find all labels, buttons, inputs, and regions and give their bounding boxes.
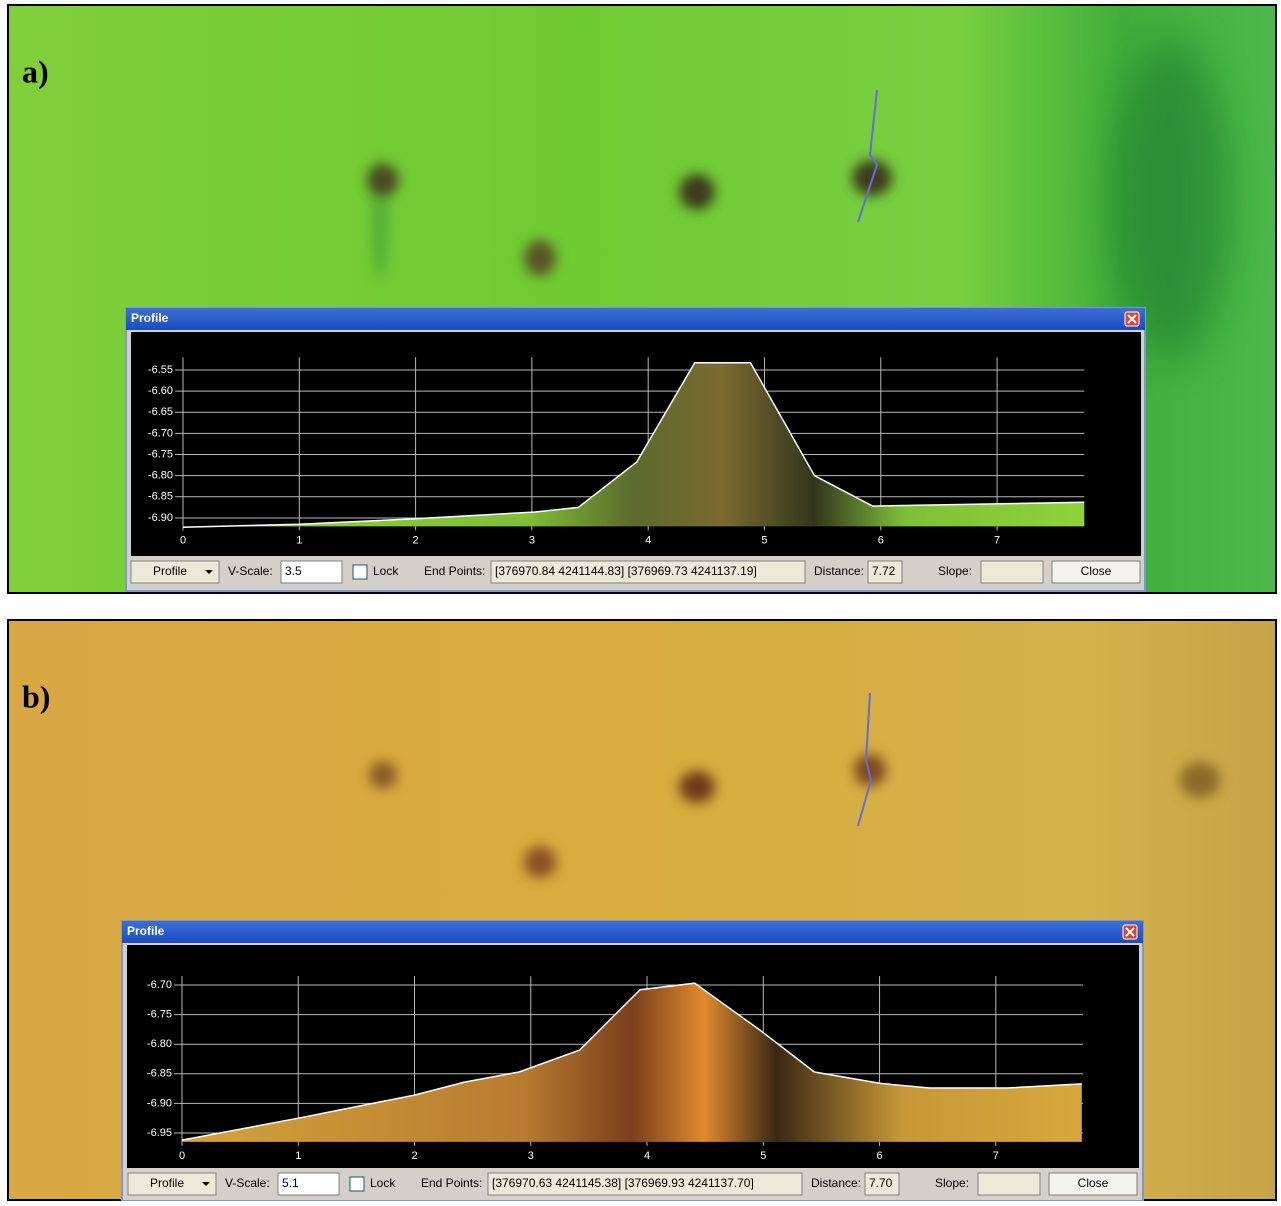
lock-checkbox[interactable]	[350, 1177, 364, 1191]
mode-dropdown-text: Profile	[153, 564, 187, 578]
x-tick-label: 5	[761, 534, 767, 546]
title-bar	[122, 921, 1143, 943]
distance-label: Distance:	[814, 564, 864, 578]
x-tick-label: 5	[760, 1150, 766, 1162]
distance-label: Distance:	[811, 1176, 861, 1190]
close-button-text: Close	[1081, 564, 1112, 578]
endpoints-label: End Points:	[421, 1176, 482, 1190]
slope-field	[981, 561, 1043, 583]
y-tick-label: -6.70	[147, 979, 172, 991]
x-tick-label: 2	[411, 1150, 417, 1162]
x-tick-label: 0	[179, 1150, 185, 1162]
x-tick-label: 3	[528, 1150, 534, 1162]
x-tick-label: 4	[645, 534, 651, 546]
x-tick-label: 7	[994, 534, 1000, 546]
y-tick-label: -6.70	[148, 427, 173, 439]
window-title: Profile	[127, 924, 165, 938]
mode-dropdown-text: Profile	[150, 1176, 184, 1190]
x-tick-label: 4	[644, 1150, 650, 1162]
lock-label: Lock	[373, 564, 399, 578]
endpoints-value: [376970.84 4241144.83] [376969.73 424113…	[495, 564, 757, 578]
y-tick-label: -6.55	[148, 364, 173, 376]
slope-label: Slope:	[935, 1176, 969, 1190]
page: a) Profile -6.55 -6.60 -6.65 -6.70 -6.75 -6.80 -…	[0, 0, 1281, 1201]
y-tick-label: -6.60	[148, 385, 173, 397]
x-tick-label: 2	[413, 534, 419, 546]
distance-value: 7.72	[872, 564, 896, 578]
endpoints-label: End Points:	[424, 564, 485, 578]
x-tick-label: 3	[529, 534, 535, 546]
x-tick-label: 0	[180, 534, 186, 546]
figure: a) Profile -6.55 -6.60 -6.65 -6.70 -6.75 -6.80 -…	[0, 0, 1281, 1201]
slope-label: Slope:	[938, 564, 972, 578]
x-tick-label: 6	[876, 1150, 882, 1162]
y-tick-label: -6.95	[147, 1127, 172, 1139]
y-tick-label: -6.80	[147, 1038, 172, 1050]
lock-label: Lock	[370, 1176, 396, 1190]
vscale-label: V-Scale:	[228, 564, 273, 578]
panel-label: b)	[22, 678, 50, 714]
y-tick-label: -6.90	[148, 512, 173, 524]
window-title: Profile	[131, 311, 169, 325]
vscale-value: 3.5	[285, 564, 302, 578]
y-tick-label: -6.85	[148, 491, 173, 503]
y-tick-label: -6.90	[147, 1097, 172, 1109]
y-tick-label: -6.80	[148, 470, 173, 482]
lock-checkbox[interactable]	[353, 565, 367, 579]
x-tick-label: 1	[296, 534, 302, 546]
y-tick-label: -6.65	[148, 406, 173, 418]
panel-label: a)	[22, 53, 49, 89]
close-button-text: Close	[1078, 1176, 1109, 1190]
distance-value: 7.70	[869, 1176, 893, 1190]
slope-field	[978, 1173, 1040, 1195]
x-tick-label: 1	[295, 1150, 301, 1162]
x-tick-label: 6	[878, 534, 884, 546]
x-tick-label: 7	[993, 1150, 999, 1162]
vscale-value: 5.1	[282, 1176, 299, 1190]
title-bar	[126, 308, 1145, 330]
y-tick-label: -6.75	[147, 1008, 172, 1020]
y-tick-label: -6.75	[148, 448, 173, 460]
vscale-label: V-Scale:	[225, 1176, 270, 1190]
endpoints-value: [376970.63 4241145.38] [376969.93 424113…	[492, 1176, 754, 1190]
y-tick-label: -6.85	[147, 1068, 172, 1080]
